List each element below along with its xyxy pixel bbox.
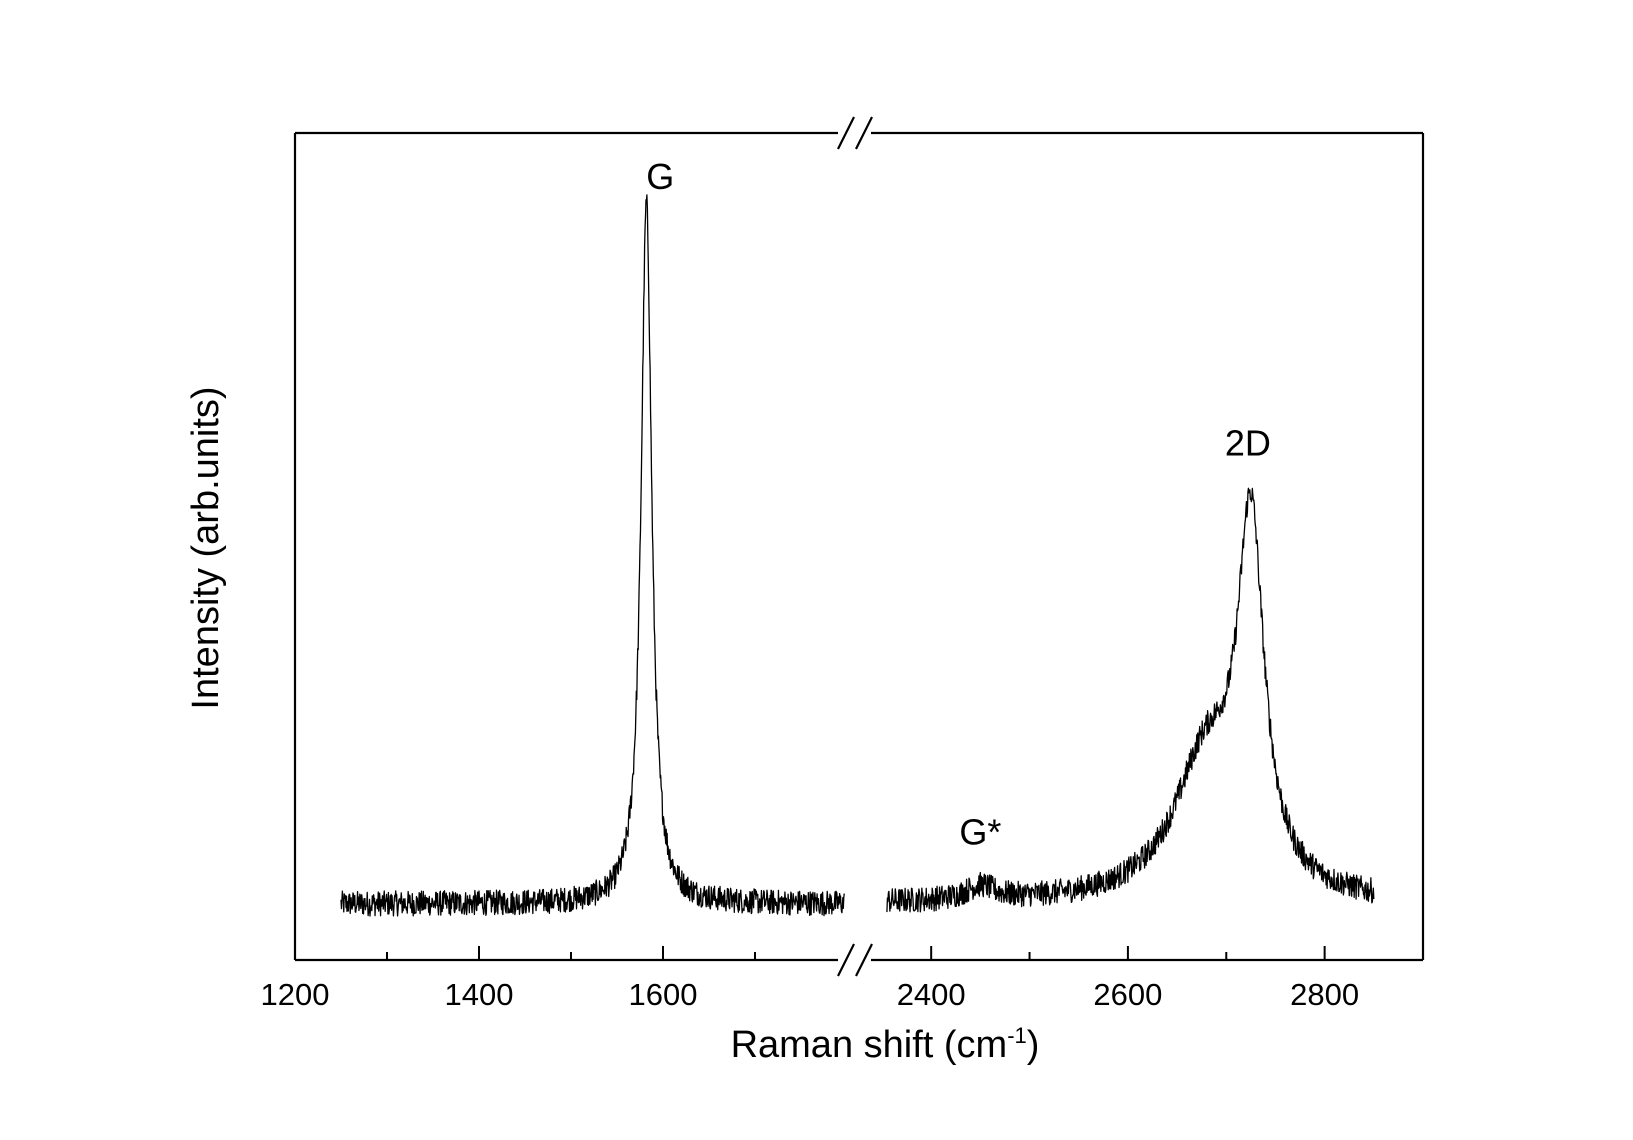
y-axis-title: Intensity (arb.units) xyxy=(185,386,227,709)
axis-break-marks xyxy=(837,116,873,977)
x-axis-ticks xyxy=(294,946,1424,960)
peak-label: G xyxy=(646,156,674,197)
spectrum-line-segment-1 xyxy=(340,194,845,917)
x-axis-tick-labels: 1200 1400 1600 2400 2600 2800 xyxy=(261,977,1360,1012)
x-tick-label: 1400 xyxy=(445,977,514,1012)
plot-frame xyxy=(293,131,1425,962)
x-tick-label: 1600 xyxy=(629,977,698,1012)
spectrum-series xyxy=(340,194,1375,917)
spectrum-line-segment-2 xyxy=(886,487,1375,913)
peak-annotations: G 2D G* xyxy=(646,156,1271,852)
axis-break-mark xyxy=(855,943,873,977)
x-tick-label: 2800 xyxy=(1290,977,1359,1012)
x-tick-label: 2600 xyxy=(1093,977,1162,1012)
axis-break-mark xyxy=(855,116,873,150)
axis-break-mark xyxy=(837,943,855,977)
peak-label: 2D xyxy=(1225,422,1271,463)
x-tick-label: 1200 xyxy=(261,977,330,1012)
x-tick-label: 2400 xyxy=(897,977,966,1012)
axis-break-mark xyxy=(837,116,855,150)
peak-label: G* xyxy=(959,811,1001,852)
x-axis-title: Raman shift (cm-1) xyxy=(731,1023,1040,1066)
